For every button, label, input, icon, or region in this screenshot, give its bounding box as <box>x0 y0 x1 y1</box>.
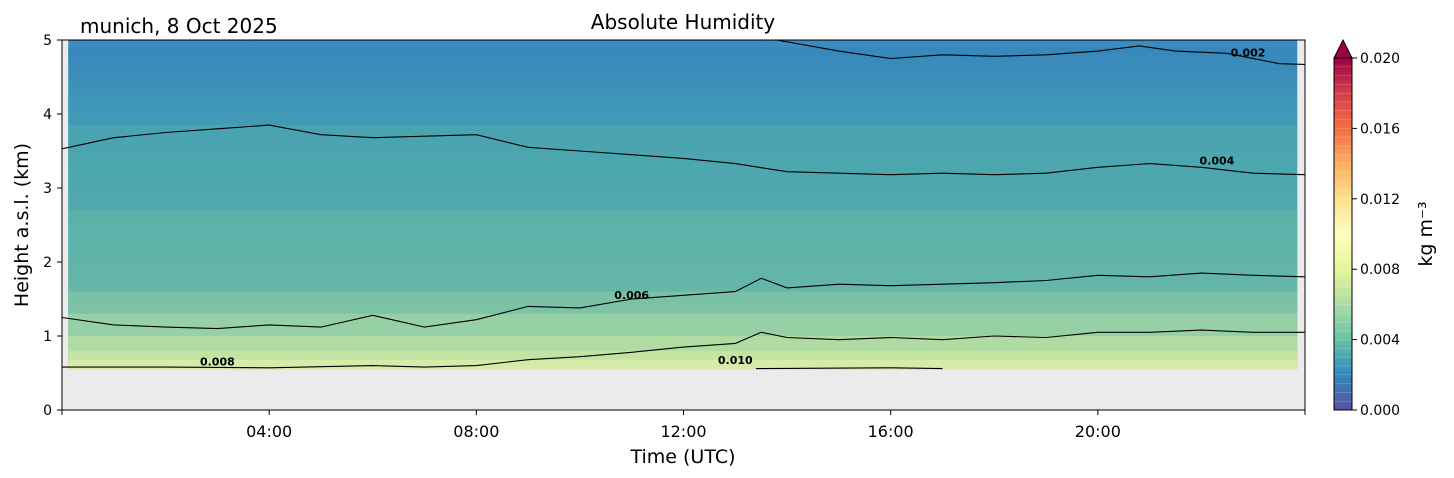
colorbar-tick-label: 0.012 <box>1360 192 1400 208</box>
x-tick-label: 20:00 <box>1075 422 1121 441</box>
chart-title: Absolute Humidity <box>591 10 776 34</box>
y-tick-label: 2 <box>43 255 52 271</box>
contour-line-0.002 <box>776 40 1305 65</box>
x-tick-label: 08:00 <box>453 422 499 441</box>
humidity-band <box>68 47 1298 370</box>
contour-line-0.008 <box>62 329 1305 369</box>
contour-label-0.002: 0.002 <box>1231 46 1266 59</box>
contour-label-0.006: 0.006 <box>614 289 649 302</box>
contour-line-0.006 <box>62 272 1305 330</box>
colorbar-band-lines <box>1334 66 1352 402</box>
humidity-band <box>68 125 1298 370</box>
contour-label-0.008: 0.008 <box>200 356 235 369</box>
colorbar-extend-arrow <box>1333 38 1353 59</box>
y-tick-label: 4 <box>43 107 52 123</box>
contour-labels: 0.002 0.004 0.006 0.008 0.010 <box>200 46 1265 368</box>
colorbar-tick-label: 0.020 <box>1360 51 1400 67</box>
humidity-band <box>68 336 1298 370</box>
colorbar-gradient <box>1334 58 1352 410</box>
colorbar-tick-label: 0.008 <box>1360 262 1400 278</box>
contour-lines <box>62 40 1305 370</box>
contour-line-0.004 <box>62 124 1305 176</box>
y-axis-ticks: 0 1 2 3 4 5 <box>43 33 62 419</box>
colorbar-frame <box>1333 57 1353 411</box>
x-tick-label: 04:00 <box>246 422 292 441</box>
y-tick-label: 5 <box>43 33 52 49</box>
colorbar-tick-label: 0.000 <box>1360 403 1400 419</box>
colorbar-label: kg m⁻³ <box>1415 201 1437 266</box>
y-tick-label: 1 <box>43 329 52 345</box>
x-tick-label: 16:00 <box>868 422 914 441</box>
humidity-band <box>68 313 1298 370</box>
contour-label-0.010: 0.010 <box>718 354 753 367</box>
y-tick-label: 3 <box>43 181 52 197</box>
contour-line-0.010 <box>755 367 943 370</box>
x-axis-label: Time (UTC) <box>629 446 735 468</box>
humidity-band <box>68 291 1298 370</box>
colorbar-tick-label: 0.016 <box>1360 121 1400 137</box>
location-date-label: munich, 8 Oct 2025 <box>80 14 278 38</box>
y-tick-label: 0 <box>43 403 52 419</box>
humidity-band <box>68 91 1298 370</box>
colorbar-ticks: 0.000 0.004 0.008 0.012 0.016 0.020 <box>1352 51 1400 419</box>
plot-area: 0.002 0.004 0.006 0.008 0.010 <box>61 39 1306 411</box>
colorbar: 0.000 0.004 0.008 0.012 0.016 0.020 kg m⁻³ <box>1333 38 1437 419</box>
humidity-field <box>68 40 1298 370</box>
colorbar-tick-label: 0.004 <box>1360 333 1400 349</box>
contour-label-0.004: 0.004 <box>1200 154 1235 167</box>
humidity-band <box>68 210 1298 370</box>
y-axis-label: Height a.s.l. (km) <box>11 143 33 307</box>
x-axis-ticks: 04:00 08:00 12:00 16:00 20:00 <box>61 410 1306 441</box>
x-tick-label: 12:00 <box>660 422 706 441</box>
humidity-bands <box>68 47 1298 370</box>
humidity-band <box>68 350 1298 370</box>
humidity-band <box>68 359 1298 370</box>
